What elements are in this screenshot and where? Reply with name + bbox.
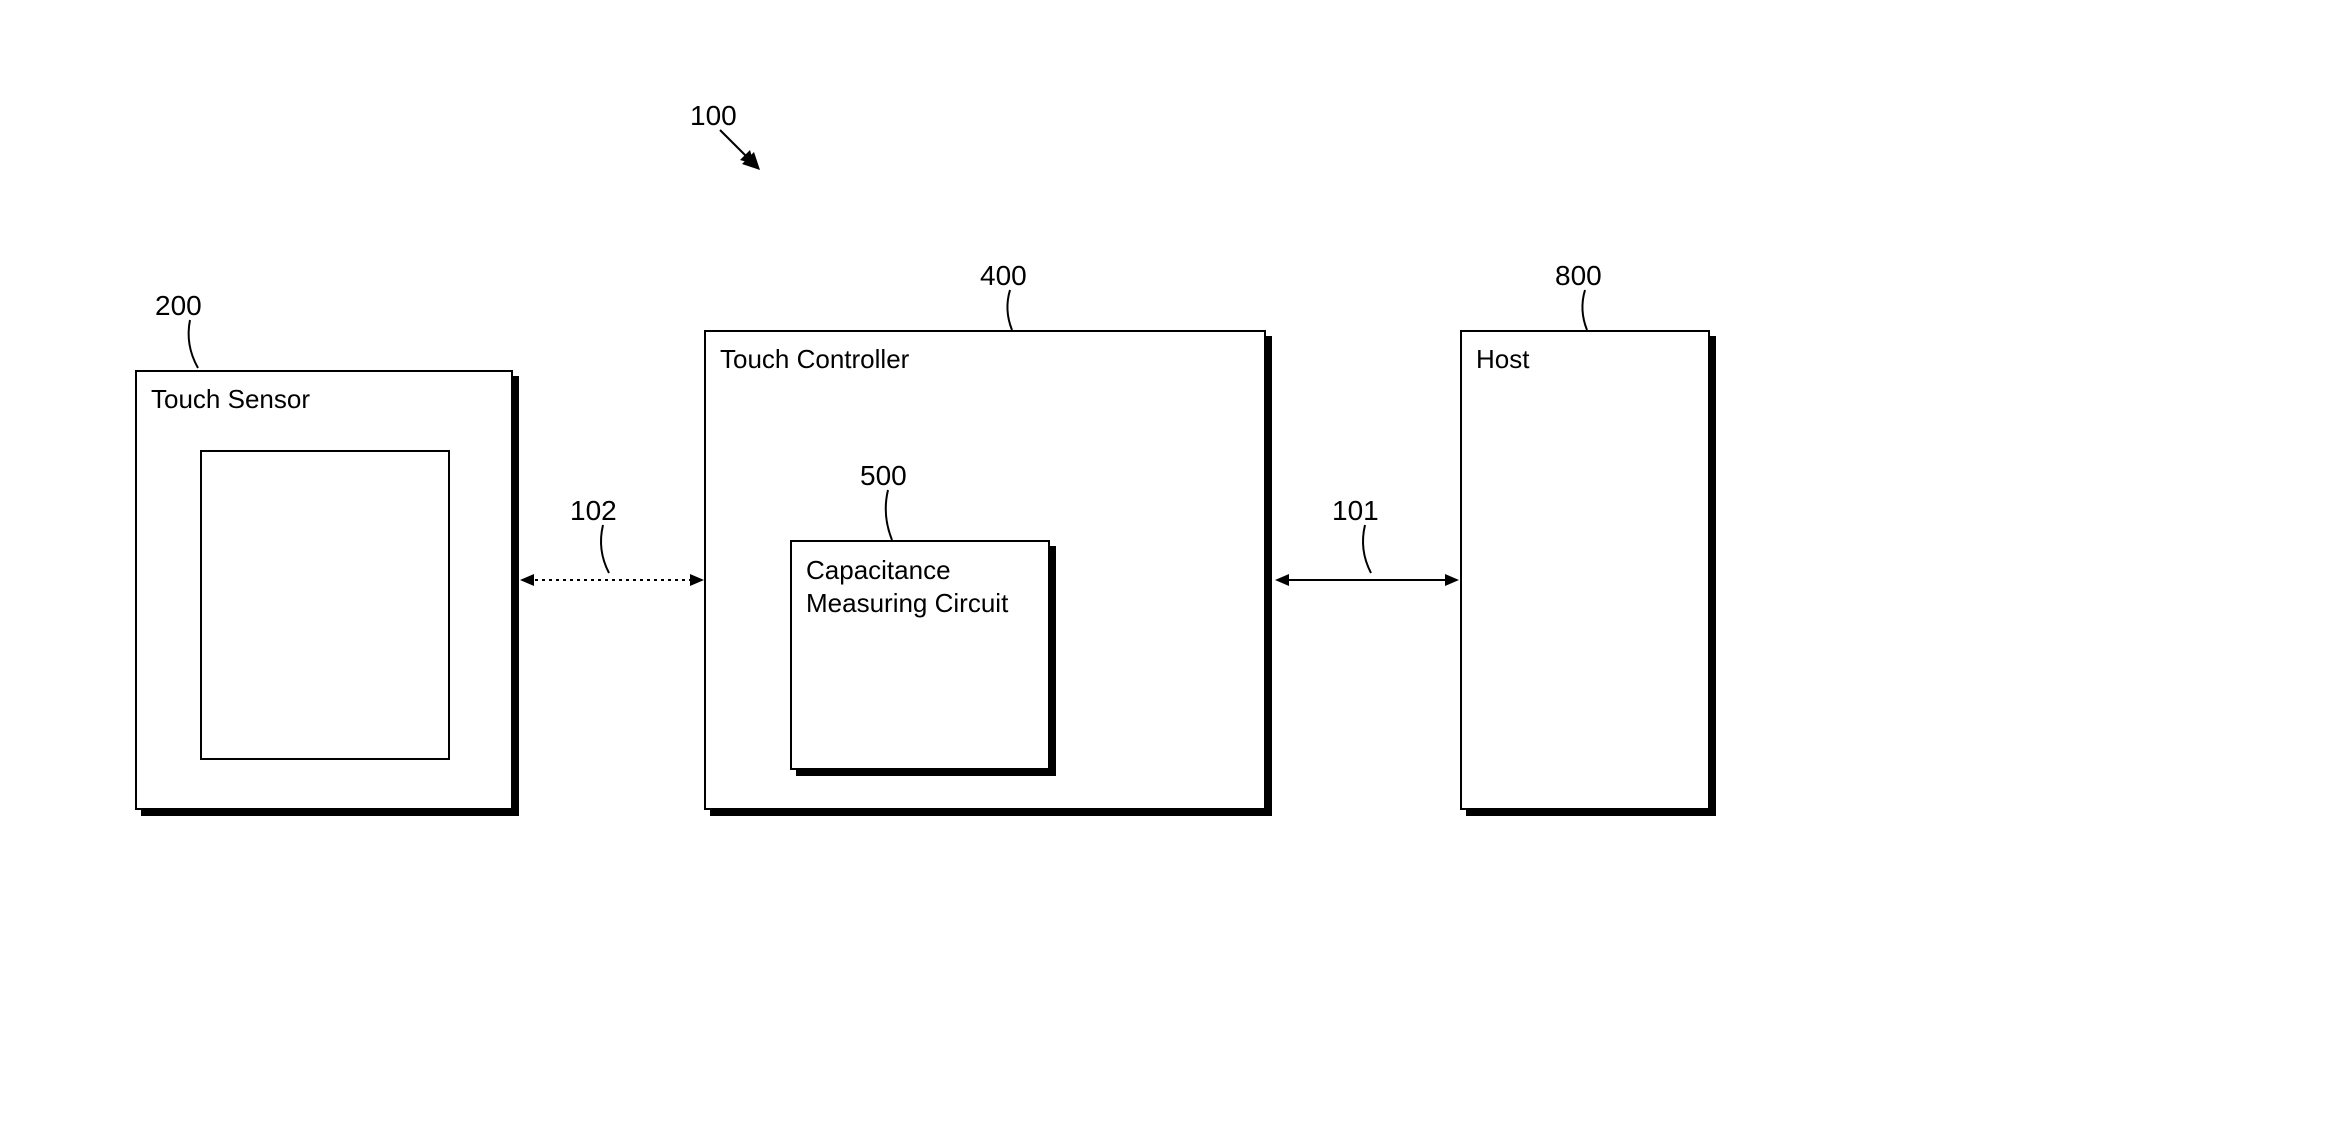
leader-edge-101 xyxy=(1357,525,1382,575)
ref-touch-sensor: 200 xyxy=(155,290,202,322)
leader-cap-circuit xyxy=(880,490,910,542)
ref-edge-102: 102 xyxy=(570,495,617,527)
ref-system: 100 xyxy=(690,100,737,132)
ref-host: 800 xyxy=(1555,260,1602,292)
ref-edge-101: 101 xyxy=(1332,495,1379,527)
leader-touch-sensor xyxy=(180,320,220,370)
ref-cap-circuit: 500 xyxy=(860,460,907,492)
cap-circuit-box: Capacitance Measuring Circuit xyxy=(790,540,1050,770)
leader-touch-controller xyxy=(1000,290,1030,332)
cap-circuit-title: Capacitance Measuring Circuit xyxy=(792,542,1048,631)
touch-controller-title: Touch Controller xyxy=(706,332,1264,387)
ref-touch-controller: 400 xyxy=(980,260,1027,292)
leader-host xyxy=(1575,290,1605,332)
host-box: Host xyxy=(1460,330,1710,810)
touch-sensor-title: Touch Sensor xyxy=(137,372,511,427)
host-title: Host xyxy=(1462,332,1708,387)
ref-system-arrow xyxy=(720,130,780,190)
touch-sensor-inner xyxy=(200,450,450,760)
leader-edge-102 xyxy=(595,525,620,575)
